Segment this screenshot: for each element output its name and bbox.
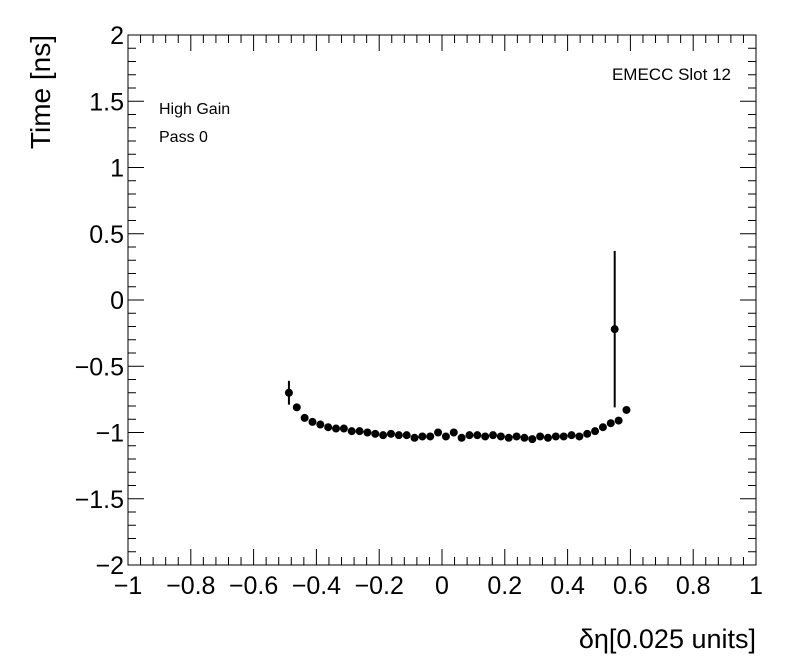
slot-annotation: EMECC Slot 12 [612, 65, 731, 84]
data-point [426, 432, 435, 441]
y-tick-label: 0 [110, 287, 124, 315]
data-point [394, 431, 403, 440]
data-point [292, 403, 301, 412]
data-point [332, 424, 341, 433]
y-tick-label: 1 [110, 155, 124, 183]
data-point [610, 325, 619, 334]
data-point [300, 413, 309, 422]
data-point [496, 432, 505, 441]
y-tick-label: −2 [95, 552, 124, 580]
y-tick-label: −1.5 [75, 486, 124, 514]
data-point [339, 424, 348, 433]
data-point [543, 433, 552, 442]
tick-labels: −1 −0.8 −0.6 −0.4 −0.2 0 0.2 0.4 0.6 0.8 1 −2 −1.5 −1… [75, 22, 763, 600]
data-point [481, 432, 490, 441]
data-point [528, 435, 537, 444]
x-tick-label: 0.6 [613, 572, 648, 600]
data-point [441, 432, 450, 441]
data-point [567, 431, 576, 440]
data-point [591, 427, 600, 436]
data-point [316, 420, 325, 429]
data-point [355, 427, 364, 436]
x-tick-label: 0.4 [550, 572, 585, 600]
data-point [418, 432, 427, 441]
y-tick-label: −0.5 [75, 353, 124, 381]
x-tick-label: 0.8 [676, 572, 711, 600]
x-tick-label: −0.6 [229, 572, 278, 600]
x-tick-label: −0.2 [355, 572, 404, 600]
y-tick-label: 1.5 [89, 88, 124, 116]
data-point [410, 433, 419, 442]
data-point [559, 432, 568, 441]
data-point [598, 423, 607, 432]
data-point [465, 431, 474, 440]
x-tick-label: −0.4 [292, 572, 341, 600]
x-tick-label: 0 [435, 572, 449, 600]
data-point [457, 433, 466, 442]
y-tick-label: 2 [110, 22, 124, 50]
data-point [402, 431, 411, 440]
data-point [551, 432, 560, 441]
pass-annotation: Pass 0 [159, 129, 208, 146]
data-point [583, 429, 592, 438]
x-tick-label: −0.8 [166, 572, 215, 600]
x-tick-label: 0.2 [487, 572, 522, 600]
data-point [489, 431, 498, 440]
data-point [614, 416, 623, 425]
y-tick-label: −1 [95, 420, 124, 448]
data-point [473, 431, 482, 440]
data-point [379, 431, 388, 440]
gain-annotation: High Gain [159, 101, 230, 118]
x-tick-label: −1 [114, 572, 143, 600]
axis-ticks [127, 34, 757, 566]
data-point [520, 433, 529, 442]
y-tick-label: 0.5 [89, 221, 124, 249]
data-point [363, 428, 372, 437]
data-point [308, 417, 317, 426]
data-point [324, 423, 333, 432]
data-point [575, 432, 584, 441]
data-point [347, 427, 356, 436]
data-point [606, 419, 615, 428]
data-point [386, 429, 395, 438]
data-point [449, 428, 458, 437]
x-axis-label: δη[0.025 units] [579, 624, 756, 654]
data-point [284, 388, 293, 397]
y-axis-label: Time [ns] [25, 35, 56, 149]
data-point [536, 432, 545, 441]
data-point [512, 432, 521, 441]
data-point [622, 405, 631, 414]
x-tick-label: 1 [749, 572, 763, 600]
data-markers [284, 250, 631, 444]
data-point [371, 429, 380, 438]
data-point [504, 433, 513, 442]
data-point [434, 428, 443, 437]
